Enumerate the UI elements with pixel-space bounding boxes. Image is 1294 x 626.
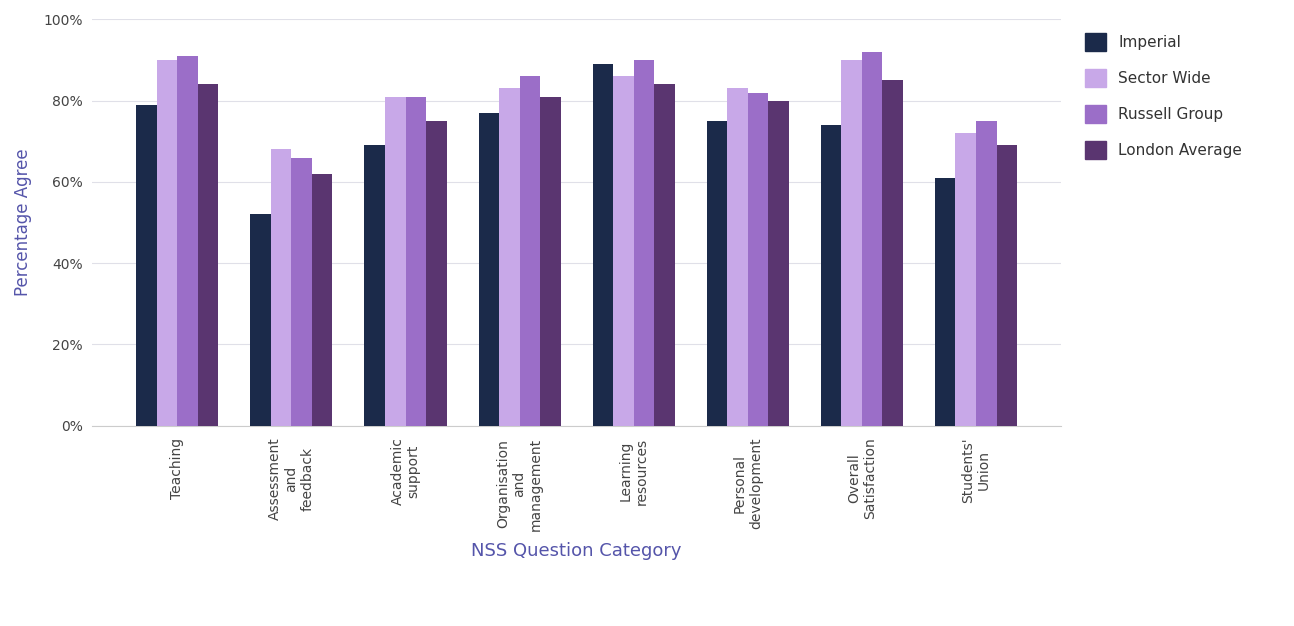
Bar [270,150,291,426]
Bar [426,121,446,426]
Y-axis label: Percentage Agree: Percentage Agree [14,149,32,296]
Bar [479,113,499,426]
Bar [499,88,520,426]
Bar [386,96,405,426]
Bar [593,64,613,426]
X-axis label: NSS Question Category: NSS Question Category [471,541,682,560]
Bar [820,125,841,426]
Bar [312,174,333,426]
Bar [177,56,198,426]
Bar [934,178,955,426]
Bar [769,101,789,426]
Bar [157,60,177,426]
Bar [520,76,540,426]
Bar [540,96,560,426]
Bar [655,85,674,426]
Bar [136,105,157,426]
Bar [996,145,1017,426]
Bar [707,121,727,426]
Bar [727,88,748,426]
Bar [955,133,976,426]
Bar [405,96,426,426]
Bar [365,145,386,426]
Bar [841,60,862,426]
Bar [250,215,270,426]
Bar [883,80,903,426]
Bar [634,60,655,426]
Bar [613,76,634,426]
Bar [748,93,769,426]
Legend: Imperial, Sector Wide, Russell Group, London Average: Imperial, Sector Wide, Russell Group, Lo… [1078,27,1249,165]
Bar [291,158,312,426]
Bar [862,52,883,426]
Bar [198,85,219,426]
Bar [976,121,996,426]
